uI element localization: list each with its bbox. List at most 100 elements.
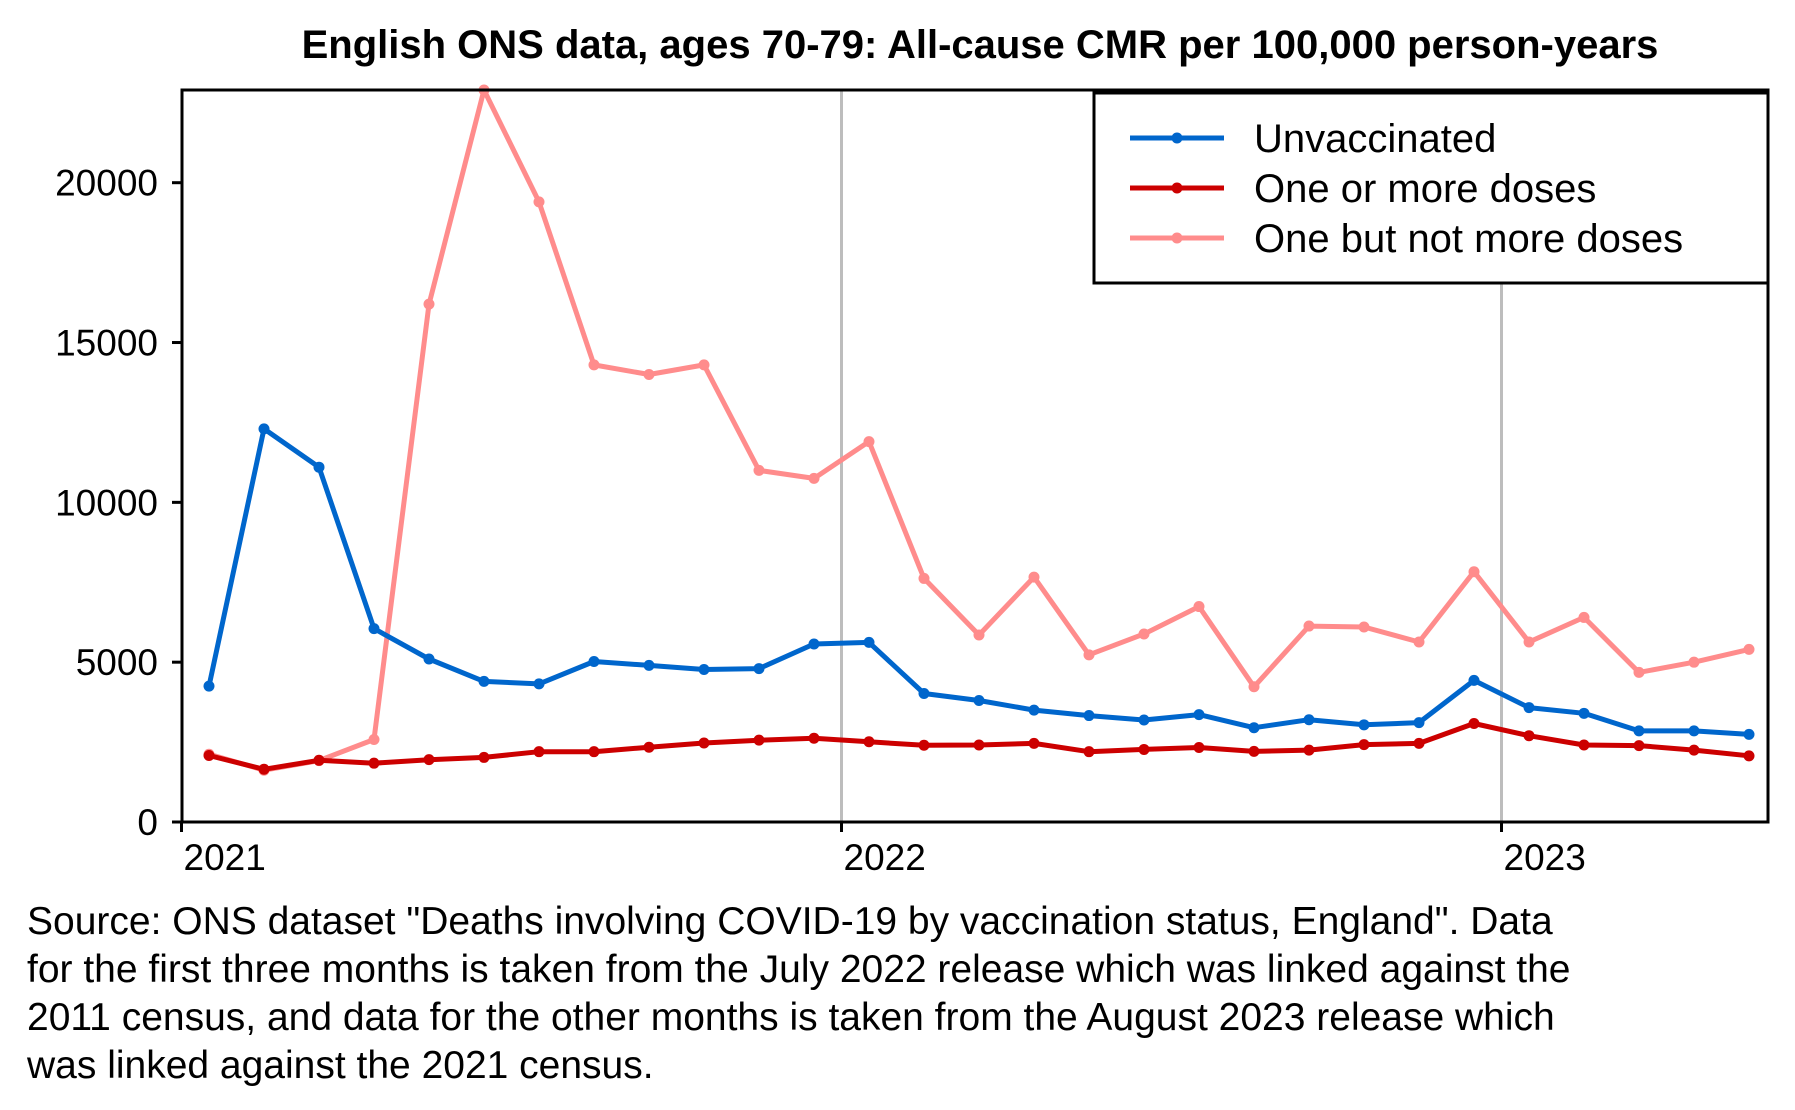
data-point <box>533 678 545 690</box>
series-line <box>206 426 1752 737</box>
data-point <box>808 638 820 650</box>
chart: English ONS data, ages 70-79: All-cause … <box>55 23 1770 878</box>
data-point <box>1743 750 1755 762</box>
data-point <box>918 739 930 751</box>
data-point <box>1358 739 1370 751</box>
data-point <box>1138 714 1150 726</box>
data-point <box>313 461 325 473</box>
data-point <box>1688 656 1700 668</box>
data-point <box>643 659 655 671</box>
data-point <box>533 196 545 208</box>
legend-item: One or more doses <box>1130 167 1596 211</box>
data-point <box>863 636 875 648</box>
legend: Unvaccinated One or more doses One but not… <box>1092 91 1770 285</box>
data-point <box>313 754 325 766</box>
data-point <box>808 732 820 744</box>
data-point <box>1303 744 1315 756</box>
data-point <box>588 359 600 371</box>
data-point <box>1468 566 1480 578</box>
data-point <box>1633 740 1645 752</box>
data-point <box>1028 737 1040 749</box>
data-point <box>1523 702 1535 714</box>
data-point <box>643 368 655 380</box>
series-group <box>203 423 1755 740</box>
data-point <box>1358 621 1370 633</box>
data-point <box>1248 722 1260 734</box>
data-point <box>368 734 380 746</box>
data-point <box>1578 739 1590 751</box>
data-point <box>698 359 710 371</box>
data-point <box>1413 737 1425 749</box>
data-point <box>588 746 600 758</box>
data-point <box>1083 649 1095 661</box>
series-group <box>203 718 1755 775</box>
caption-line: was linked against the 2021 census. <box>27 1044 654 1087</box>
x-tick-label: 2021 <box>184 837 266 878</box>
data-point <box>1413 636 1425 648</box>
data-point <box>1303 714 1315 726</box>
data-point <box>918 688 930 700</box>
legend-label: Unvaccinated <box>1254 117 1496 161</box>
data-point <box>423 754 435 766</box>
data-point <box>1413 717 1425 729</box>
data-point <box>808 472 820 484</box>
data-point <box>1743 643 1755 655</box>
data-point <box>643 741 655 753</box>
data-point <box>918 572 930 584</box>
legend-item: Unvaccinated <box>1130 117 1496 161</box>
data-point <box>698 737 710 749</box>
data-point <box>973 695 985 707</box>
data-point <box>1578 707 1590 719</box>
data-point <box>1523 730 1535 742</box>
data-point <box>698 664 710 676</box>
data-point <box>1303 620 1315 632</box>
data-point <box>1138 628 1150 640</box>
caption-line: for the first three months is taken from… <box>27 948 1571 991</box>
data-point <box>1688 725 1700 737</box>
data-point <box>533 746 545 758</box>
x-tick-label: 2022 <box>844 837 926 878</box>
data-point <box>863 436 875 448</box>
data-point <box>1083 710 1095 722</box>
data-point <box>1633 666 1645 678</box>
legend-label: One but not more doses <box>1254 217 1683 261</box>
data-point <box>1138 743 1150 755</box>
data-point <box>1193 742 1205 754</box>
data-point <box>423 298 435 310</box>
caption-line: Source: ONS dataset "Deaths involving CO… <box>27 900 1553 943</box>
data-point <box>1028 571 1040 583</box>
data-point <box>973 629 985 641</box>
data-point <box>1028 704 1040 716</box>
data-point <box>753 464 765 476</box>
data-point <box>203 680 215 692</box>
plot-frame <box>180 88 1770 824</box>
data-point <box>1633 725 1645 737</box>
data-point <box>368 757 380 769</box>
data-point <box>1083 746 1095 758</box>
data-point <box>1523 636 1535 648</box>
legend-marker <box>1171 182 1183 194</box>
legend-marker <box>1171 132 1183 144</box>
data-point <box>1248 745 1260 757</box>
chart-title: English ONS data, ages 70-79: All-cause … <box>302 23 1659 67</box>
x-tick-label: 2023 <box>1504 837 1586 878</box>
data-point <box>478 751 490 763</box>
data-point <box>753 663 765 675</box>
data-point <box>1468 674 1480 686</box>
data-point <box>1578 611 1590 623</box>
data-point <box>1248 681 1260 693</box>
data-point <box>1468 718 1480 730</box>
legend-marker <box>1171 232 1183 244</box>
caption-line: 2011 census, and data for the other mont… <box>27 996 1555 1039</box>
y-tick-label: 10000 <box>55 482 158 523</box>
legend-label: One or more doses <box>1254 167 1596 211</box>
data-point <box>1193 601 1205 613</box>
legend-item: One but not more doses <box>1130 217 1683 261</box>
data-point <box>203 750 215 762</box>
series-layer <box>203 84 1755 776</box>
data-point <box>753 734 765 746</box>
data-point <box>258 423 270 435</box>
axes: 0 5000 10000 15000 20000 2021 2022 2023 <box>55 163 1586 878</box>
data-point <box>973 739 985 751</box>
data-point <box>1193 709 1205 721</box>
